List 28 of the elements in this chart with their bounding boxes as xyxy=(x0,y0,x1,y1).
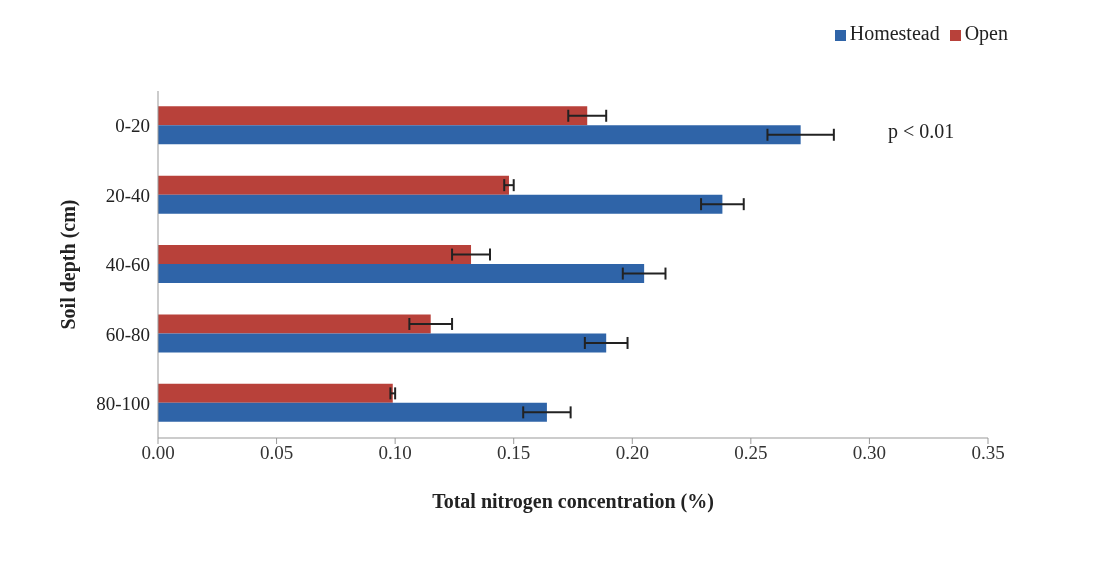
bar xyxy=(158,106,588,126)
bar xyxy=(158,402,547,422)
x-tick-label: 0.15 xyxy=(497,442,531,464)
bar xyxy=(158,125,801,145)
bar xyxy=(158,333,607,353)
x-axis-title: Total nitrogen concentration (%) xyxy=(432,490,714,513)
x-tick-label: 0.35 xyxy=(971,442,1005,464)
y-axis-title: Soil depth (cm) xyxy=(57,199,81,330)
x-tick-label: 0.10 xyxy=(378,442,412,464)
x-tick-label: 0.25 xyxy=(734,442,768,464)
y-tick-label: 20-40 xyxy=(105,184,150,206)
bar xyxy=(158,245,472,265)
x-tick-label: 0.20 xyxy=(615,442,649,464)
x-tick-label: 0.30 xyxy=(852,442,887,464)
x-tick-label: 0.00 xyxy=(141,442,175,464)
bar xyxy=(158,314,431,334)
legend-label: Homestead xyxy=(849,22,940,44)
bar xyxy=(158,383,393,403)
y-tick-label: 40-60 xyxy=(105,254,150,276)
bar xyxy=(158,264,645,284)
y-tick-label: 80-100 xyxy=(96,393,150,415)
y-tick-label: 60-80 xyxy=(105,323,150,345)
x-tick-label: 0.05 xyxy=(259,442,294,464)
legend-label: Open xyxy=(964,22,1008,44)
y-tick-label: 0-20 xyxy=(115,115,150,137)
annotation: p < 0.01 xyxy=(888,120,955,143)
bar xyxy=(158,194,723,214)
bar xyxy=(158,175,509,195)
